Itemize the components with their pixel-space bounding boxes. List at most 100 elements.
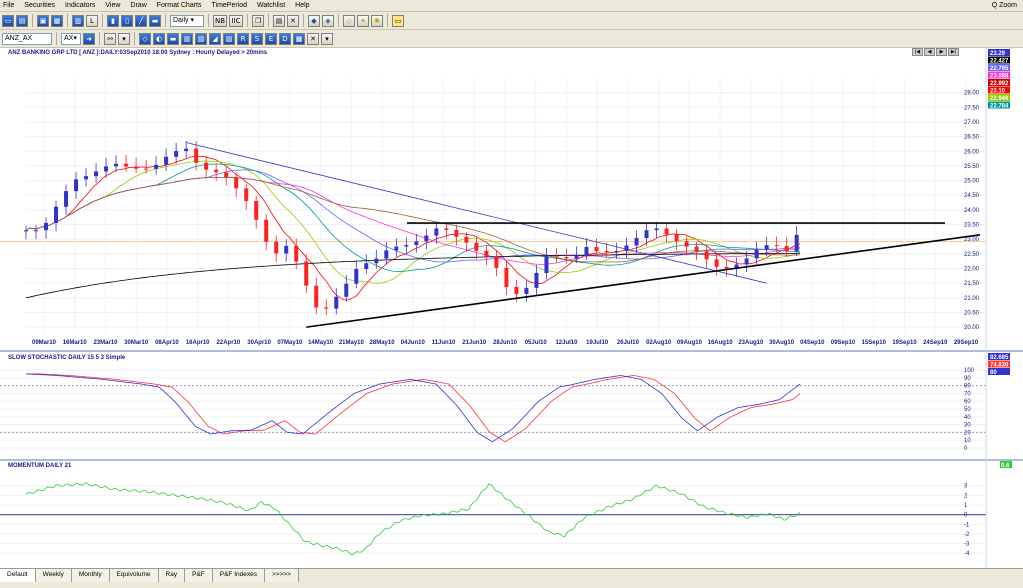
tool-icon[interactable]: R (237, 32, 249, 45)
candle-body (24, 230, 28, 232)
candle-body (364, 263, 369, 270)
candle-body (494, 256, 499, 268)
tab-monthly[interactable]: Monthly (71, 569, 110, 582)
chart-icon[interactable]: ▥ (72, 14, 84, 27)
tool-icon[interactable]: ▧ (195, 32, 207, 45)
close-icon[interactable]: ✕ (307, 32, 319, 45)
tab-more[interactable]: >>>>> (264, 569, 299, 582)
line-chart-icon[interactable]: ╱ (135, 14, 147, 27)
price-y-axis: 28.00 27.50 27.00 26.50 26.00 25.50 25.00 24.50… (964, 91, 980, 331)
date-tick-label: 19Jul10 (586, 340, 609, 346)
price-tick-label: 27.00 (964, 120, 980, 126)
candle-body (564, 257, 569, 259)
tool-icon[interactable]: ◢ (209, 32, 221, 45)
stoch-value-badge (988, 353, 1010, 360)
candle-body (764, 245, 769, 250)
date-tick-label: 15Sep10 (862, 340, 887, 346)
zoom-button[interactable]: Q Zoom (991, 2, 1017, 9)
menu-view[interactable]: View (105, 2, 121, 9)
candle-icon[interactable]: ▯ (121, 14, 133, 27)
candle-body (154, 164, 159, 169)
iic-button[interactable]: IIC (229, 14, 243, 27)
candle-body (274, 241, 279, 254)
new-icon[interactable]: ▭ (2, 14, 14, 27)
tab-pf[interactable]: P&F (185, 569, 213, 582)
menu-timeperiod[interactable]: TimePeriod (211, 2, 248, 9)
arrow-down-icon[interactable]: ◆ (308, 14, 320, 27)
candle-body (94, 171, 99, 177)
layout-icon[interactable]: ▤ (273, 14, 285, 27)
open-icon[interactable]: ▤ (16, 14, 28, 27)
tab-weekly[interactable]: Weekly (35, 569, 72, 582)
menu-file[interactable]: File (3, 2, 15, 9)
menu-watchlist[interactable]: Watchlist (257, 2, 286, 9)
first-icon[interactable]: |◀ (912, 48, 923, 56)
price-tick-label: 20.50 (964, 310, 980, 316)
tab-ray[interactable]: Ray (158, 569, 186, 582)
momentum-tick-label: -1 (964, 522, 970, 528)
menu-draw[interactable]: Draw (130, 2, 147, 9)
candle-body (294, 245, 299, 262)
tab-pf-indexes[interactable]: P&F Indexes (212, 569, 265, 582)
list-icon[interactable]: L (86, 14, 98, 27)
dropdown-icon[interactable]: ▾ (118, 32, 130, 45)
star-icon[interactable]: ✦ (357, 14, 369, 27)
candle-body (534, 272, 539, 288)
area-chart-icon[interactable]: ▬ (149, 14, 161, 27)
candle-body (334, 296, 339, 309)
gear-icon[interactable]: ✱ (371, 14, 383, 27)
chart-area[interactable]: ANZ BANKING GRP LTD [ ANZ ]:DAILY:03Sep2… (0, 48, 1023, 568)
candle-body (594, 247, 599, 252)
menu-securities[interactable]: Securities (24, 2, 56, 9)
period-select[interactable]: Daily ▾ (170, 14, 204, 27)
stoch-panel-title: SLOW STOCHASTIC DAILY 15 5 3 Simple (8, 355, 126, 361)
candle-body (614, 250, 619, 253)
candle-body (184, 148, 189, 152)
menu-help[interactable]: Help (295, 2, 310, 9)
last-icon[interactable]: ▶| (948, 48, 959, 56)
exchange-select[interactable]: AX ▾ (61, 32, 81, 45)
binoculars-icon[interactable]: ⚯ (104, 32, 116, 45)
price-tick-label: 26.00 (964, 149, 980, 155)
layout-tabs: Default Weekly Monthly Equivolume Ray P&… (0, 568, 1023, 582)
copy-icon[interactable]: ❐ (252, 14, 264, 27)
next-icon[interactable]: ▶ (936, 48, 947, 56)
candle-body (714, 259, 719, 267)
candle-body (604, 251, 609, 253)
save-icon[interactable]: ▣ (37, 14, 49, 27)
tool-icon[interactable]: ◐ (153, 32, 165, 45)
go-icon[interactable]: ➜ (83, 32, 95, 45)
tool-icon[interactable]: ▥ (181, 32, 193, 45)
note-icon[interactable]: ▭ (392, 14, 404, 27)
stoch-value-badge (988, 360, 1010, 368)
tool-icon[interactable]: E (265, 32, 277, 45)
tool-icon[interactable]: D (279, 32, 291, 45)
menu-indicators[interactable]: Indicators (65, 2, 96, 9)
candle-body (404, 245, 409, 247)
tool-icon[interactable]: ◇ (139, 32, 151, 45)
chart-svg[interactable]: ANZ BANKING GRP LTD [ ANZ ]:DAILY:03Sep2… (0, 48, 1023, 568)
tool-icon[interactable]: ▨ (223, 32, 235, 45)
trendlines[interactable] (186, 142, 981, 328)
candle-body (574, 255, 579, 259)
security-input[interactable]: ANZ_AX (2, 32, 52, 45)
separator (99, 32, 100, 45)
tab-default[interactable]: Default (0, 569, 36, 582)
close-icon[interactable]: ✕ (287, 14, 299, 27)
prev-icon[interactable]: ◀ (924, 48, 935, 56)
stoch-k-line (25, 373, 801, 443)
dropdown-icon[interactable]: ▾ (321, 32, 333, 45)
tab-equivolume[interactable]: Equivolume (109, 569, 159, 582)
downtrend-line[interactable] (186, 142, 767, 284)
tool-icon[interactable]: S (251, 32, 263, 45)
tool-icon[interactable]: ▬ (167, 32, 179, 45)
nb-button[interactable]: NB (213, 14, 227, 27)
support-trendline[interactable] (306, 234, 981, 328)
arrow-up-icon[interactable]: ◈ (322, 14, 334, 27)
tool-icon[interactable]: ▩ (293, 32, 305, 45)
candle-body (174, 151, 179, 157)
menu-format-charts[interactable]: Format Charts (156, 2, 202, 9)
print-icon[interactable]: ▦ (51, 14, 63, 27)
bar-chart-icon[interactable]: ▮ (107, 14, 119, 27)
diamond-icon[interactable]: ◇ (343, 14, 355, 27)
